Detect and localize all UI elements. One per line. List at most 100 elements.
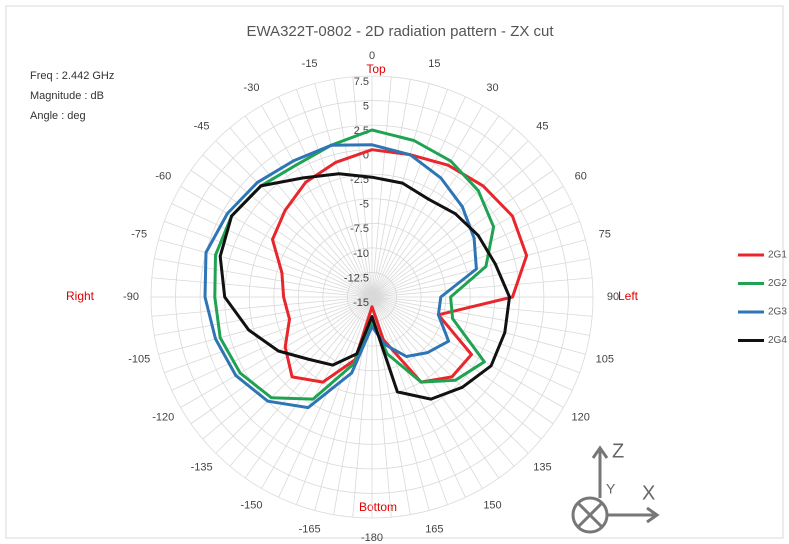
minor-spoke [371, 258, 590, 298]
direction-label: Left [618, 289, 639, 303]
angle-tick-label: -90 [123, 291, 139, 303]
minor-spoke [164, 221, 373, 298]
chart-frame [5, 5, 784, 539]
angle-tick-label: 0 [369, 50, 375, 62]
minor-spoke [151, 277, 373, 298]
ring [199, 124, 545, 470]
minor-spoke [164, 296, 373, 373]
r-tick-label: -12.5 [344, 272, 369, 284]
minor-spoke [371, 203, 573, 298]
angle-tick-label: 150 [483, 500, 501, 512]
spoke [371, 83, 430, 298]
r-tick-label: -15 [353, 297, 369, 309]
r-tick-label: -5 [359, 199, 369, 211]
axis-icon-label: Z [612, 440, 624, 462]
ring [273, 198, 471, 396]
r-tick-label: 0 [363, 150, 369, 162]
axis-icon [571, 445, 660, 534]
minor-spoke [371, 79, 411, 298]
chart-title: EWA322T-0802 - 2D radiation pattern - ZX… [246, 23, 554, 40]
minor-spoke [371, 127, 515, 298]
minor-spoke [278, 96, 373, 298]
legend-label: 2G1 [768, 250, 787, 261]
angle-tick-label: 15 [428, 58, 440, 70]
r-tick-label: 5 [363, 100, 369, 112]
angle-tick-label: -30 [244, 82, 260, 94]
annotation: Angle : deg [30, 110, 86, 122]
series-line [271, 148, 529, 384]
minor-spoke [371, 277, 593, 298]
angle-tick-label: -135 [191, 461, 213, 473]
angle-tick-label: -105 [128, 353, 150, 365]
r-tick-label: 7.5 [354, 76, 369, 88]
minor-spoke [296, 89, 373, 298]
angle-tick-label: 105 [596, 353, 614, 365]
minor-spoke [333, 79, 373, 298]
angle-tick-label: -180 [361, 532, 383, 544]
axis-icon-label: X [642, 482, 655, 504]
minor-spoke [371, 169, 554, 298]
spoke [371, 296, 529, 454]
spoke [371, 239, 586, 298]
minor-spoke [229, 296, 373, 467]
angle-tick-label: -45 [194, 120, 210, 132]
minor-spoke [371, 296, 554, 425]
minor-spoke [171, 203, 373, 298]
series-line [203, 143, 478, 410]
minor-spoke [371, 296, 500, 479]
angle-tick-label: -15 [302, 58, 318, 70]
legend-label: 2G3 [768, 307, 787, 318]
minor-spoke [371, 76, 392, 298]
minor-spoke [244, 115, 373, 298]
minor-spoke [371, 154, 542, 298]
legend-label: 2G2 [768, 278, 787, 289]
angle-tick-label: 60 [575, 170, 587, 182]
minor-spoke [371, 89, 448, 298]
minor-spoke [371, 296, 593, 317]
angle-tick-label: 90 [607, 291, 619, 303]
angle-tick-label: -60 [155, 170, 171, 182]
spoke [215, 296, 373, 454]
ring [297, 222, 447, 372]
minor-spoke [371, 296, 448, 505]
legend-label: 2G4 [768, 335, 787, 346]
angle-tick-label: -150 [240, 500, 262, 512]
spoke [371, 140, 529, 298]
minor-spoke [296, 296, 373, 505]
r-tick-label: -10 [353, 248, 369, 260]
minor-spoke [352, 76, 373, 298]
minor-spoke [171, 296, 373, 391]
spoke [371, 296, 483, 489]
minor-spoke [229, 127, 373, 298]
ring [322, 247, 422, 347]
axis-icon-label: Y [606, 481, 616, 497]
minor-spoke [244, 296, 373, 479]
minor-spoke [371, 115, 500, 298]
ring [175, 100, 569, 494]
angle-tick-label: -75 [131, 229, 147, 241]
direction-label: Right [66, 289, 95, 303]
series-line [218, 172, 511, 401]
spoke [180, 186, 373, 298]
angle-tick-label: 120 [572, 411, 590, 423]
annotation: Magnitude : dB [30, 90, 104, 102]
minor-spoke [371, 296, 542, 440]
spoke [261, 105, 373, 298]
minor-spoke [190, 169, 373, 298]
minor-spoke [371, 296, 580, 373]
annotation: Freq : 2.442 GHz [30, 70, 114, 82]
minor-spoke [154, 258, 373, 298]
minor-spoke [371, 96, 466, 298]
angle-tick-label: 75 [599, 229, 611, 241]
spoke [158, 296, 373, 355]
angle-tick-label: 165 [425, 524, 443, 536]
minor-spoke [202, 154, 373, 298]
spoke [180, 296, 373, 408]
minor-spoke [371, 296, 392, 518]
spoke [371, 296, 586, 355]
ring [150, 75, 594, 519]
ring [248, 173, 496, 421]
angle-tick-label: 135 [533, 461, 551, 473]
angle-tick-label: 30 [486, 82, 498, 94]
spoke [261, 296, 373, 489]
